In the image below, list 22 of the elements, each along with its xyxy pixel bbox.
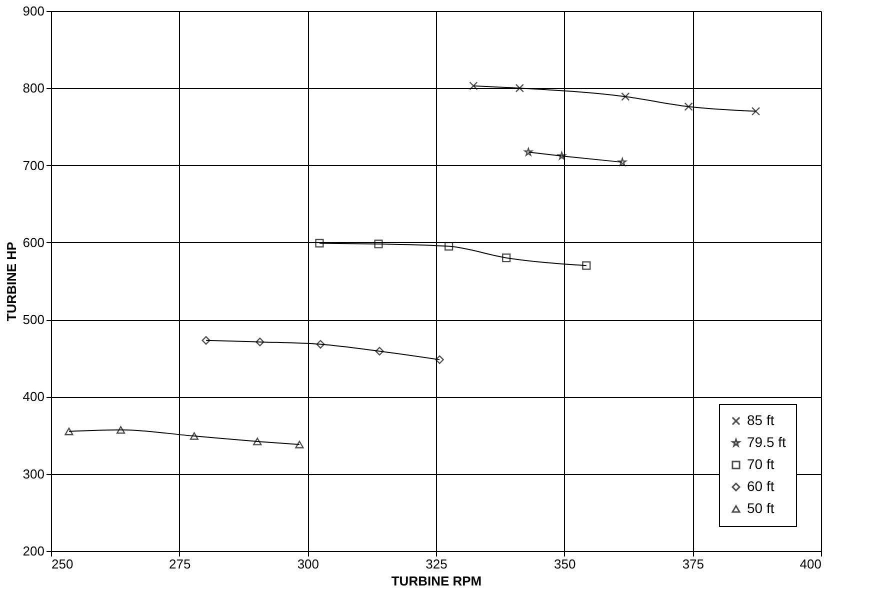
y-tick-label: 900 [22,4,44,18]
x-axis-title: TURBINE RPM [391,574,482,588]
legend-label: 85 ft [747,412,774,428]
y-tick-label: 400 [22,389,44,404]
y-tick-label: 500 [22,312,44,328]
y-tick-label: 800 [22,80,44,96]
y-tick-label: 200 [22,544,44,558]
y-tick-label: 700 [22,158,44,173]
y-tick-label: 600 [22,234,44,250]
x-tick-label: 400 [800,556,822,572]
legend-label: 60 ft [747,478,774,494]
legend-label: 50 ft [747,500,774,516]
y-axis-title: TURBINE HP [4,241,19,322]
x-tick-label: 350 [554,556,576,572]
x-tick-label: 275 [168,556,191,572]
legend-label: 79.5 ft [747,434,786,450]
x-tick-label: 250 [52,556,74,572]
x-tick-label: 325 [426,556,448,572]
y-tick-label: 300 [22,466,44,482]
x-tick-label: 300 [297,556,320,572]
x-tick-label: 375 [682,556,704,572]
legend-label: 70 ft [747,456,774,472]
